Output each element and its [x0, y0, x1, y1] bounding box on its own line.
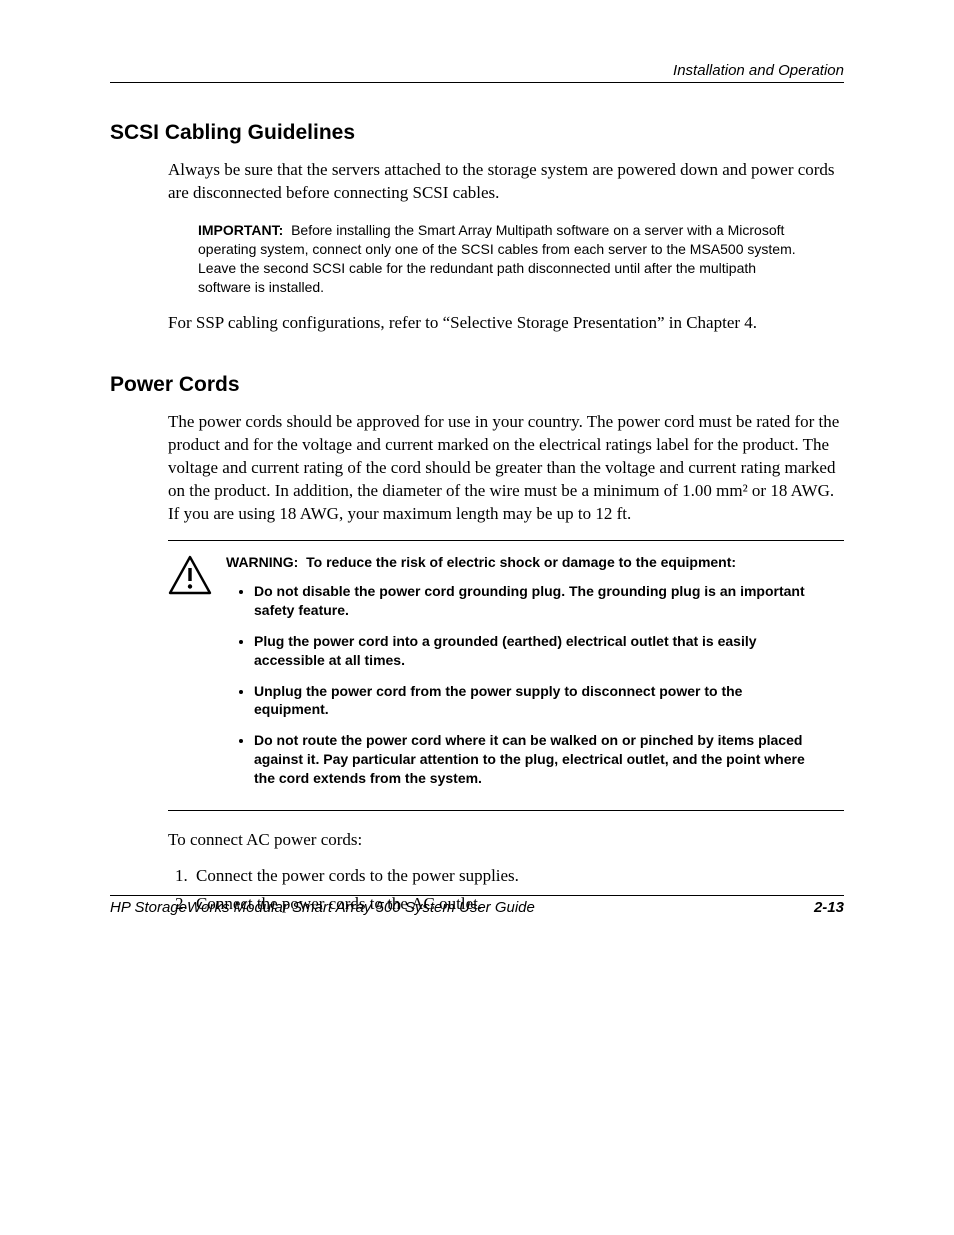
- warning-item: Unplug the power cord from the power sup…: [254, 682, 814, 720]
- running-head-text: Installation and Operation: [673, 62, 844, 79]
- warning-item: Do not disable the power cord grounding …: [254, 582, 814, 620]
- footer-doc-title: HP StorageWorks Modular Smart Array 500 …: [110, 899, 535, 916]
- warning-intro: To reduce the risk of electric shock or …: [306, 554, 736, 570]
- important-text: Before installing the Smart Array Multip…: [198, 222, 796, 295]
- warning-item: Plug the power cord into a grounded (ear…: [254, 632, 814, 670]
- running-head: Installation and Operation: [110, 62, 844, 83]
- page-footer: HP StorageWorks Modular Smart Array 500 …: [110, 895, 844, 916]
- warning-content: WARNING: To reduce the risk of electric …: [226, 553, 844, 800]
- warning-icon: [168, 555, 212, 600]
- power-para-2: To connect AC power cords:: [168, 829, 844, 852]
- warning-label: WARNING:: [226, 554, 298, 570]
- heading-scsi-cabling: SCSI Cabling Guidelines: [110, 121, 844, 145]
- step-item: Connect the power cords to the power sup…: [192, 866, 844, 886]
- warning-block: WARNING: To reduce the risk of electric …: [168, 540, 844, 811]
- scsi-para-1: Always be sure that the servers attached…: [168, 159, 844, 205]
- scsi-para-2: For SSP cabling configurations, refer to…: [168, 312, 844, 335]
- important-note: IMPORTANT: Before installing the Smart A…: [198, 221, 844, 297]
- warning-item: Do not route the power cord where it can…: [254, 731, 814, 788]
- warning-list: Do not disable the power cord grounding …: [226, 582, 814, 788]
- footer-page-number: 2-13: [814, 899, 844, 916]
- power-para-1: The power cords should be approved for u…: [168, 411, 844, 526]
- heading-power-cords: Power Cords: [110, 373, 844, 397]
- important-label: IMPORTANT:: [198, 222, 283, 238]
